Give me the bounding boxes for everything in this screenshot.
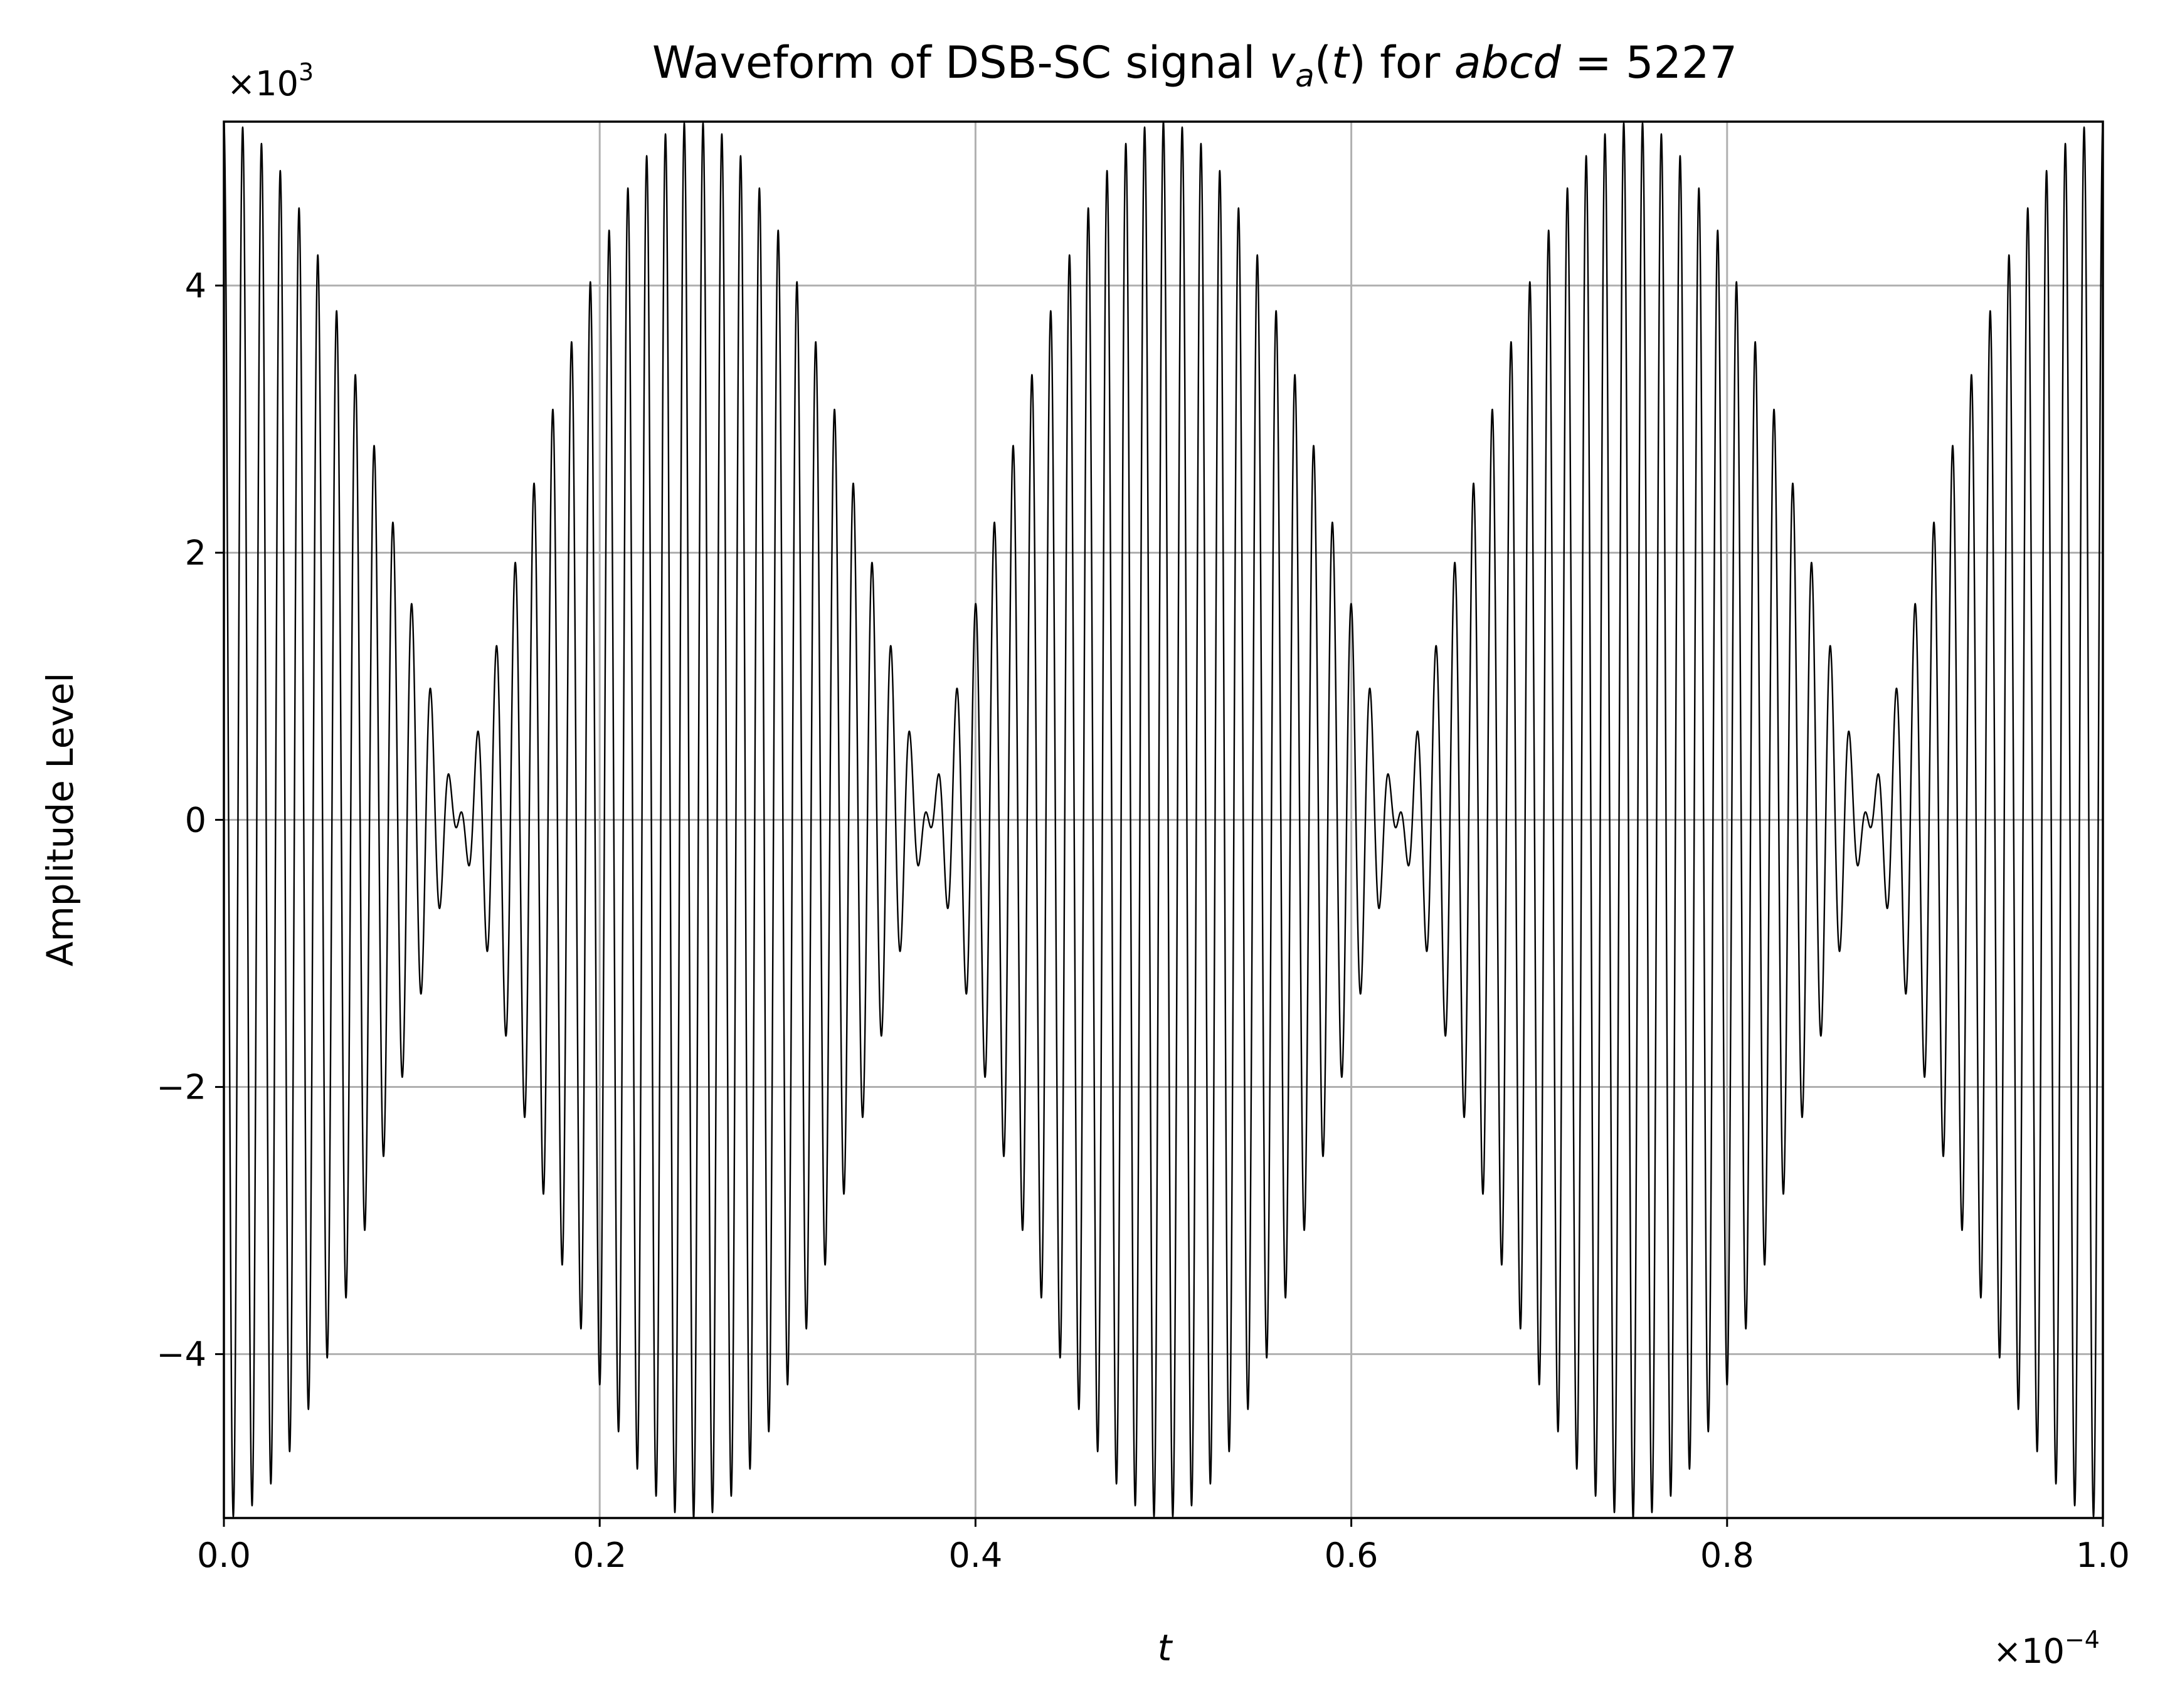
y-axis-offset-text: ×103 [227,58,314,103]
y-offset-base: ×10 [227,64,299,103]
x-offset-base: ×10 [1993,1632,2065,1671]
x-tick-label: 0.6 [1325,1536,1379,1575]
tick-layer: 0.0 0.2 0.4 0.6 0.8 1.0 −4 −2 0 2 4 [156,266,2130,1575]
x-offset-exponent: −4 [2065,1626,2100,1653]
y-axis-label: Amplitude Level [39,673,82,967]
title-expression-variable: abcd [1454,37,1562,88]
title-variable-v: v [1269,37,1296,88]
x-axis-offset-text: ×10−4 [1993,1626,2100,1671]
x-tick-label: 0.0 [197,1536,251,1575]
x-tick-label: 1.0 [2076,1536,2130,1575]
y-tick-label: −4 [156,1335,206,1374]
x-axis-label: t [1158,1626,1173,1669]
title-variable-subscript: a [1295,58,1315,94]
title-variable-t: t [1331,37,1350,88]
title-paren-open: ( [1315,37,1331,88]
x-tick-label: 0.4 [948,1536,1002,1575]
y-tick-label: 0 [185,801,206,840]
title-paren-close: ) [1349,37,1366,88]
y-tick-label: 2 [185,533,206,572]
title-for: for [1366,37,1454,88]
title-expression-value: = 5227 [1561,37,1737,88]
title-prefix: Waveform of DSB-SC signal [652,37,1269,88]
x-tick-label: 0.8 [1700,1536,1754,1575]
y-offset-exponent: 3 [299,58,314,86]
x-tick-label: 0.2 [573,1536,627,1575]
waveform-line [224,122,2103,1518]
y-tick-label: −2 [156,1068,206,1107]
chart-title: Waveform of DSB-SC signal va(t) for abcd… [652,37,1737,94]
y-tick-label: 4 [185,266,206,305]
